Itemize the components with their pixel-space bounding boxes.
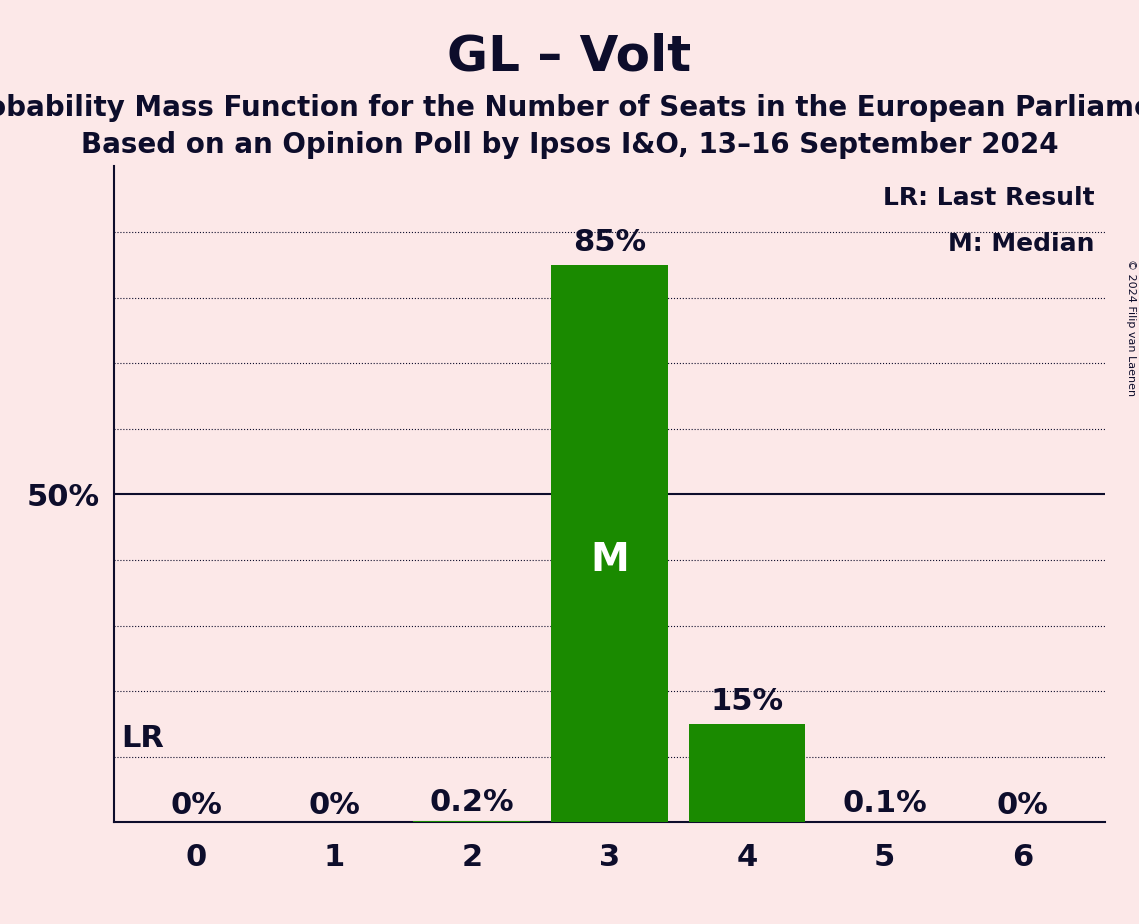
Text: LR: Last Result: LR: Last Result bbox=[884, 186, 1095, 210]
Text: 85%: 85% bbox=[573, 228, 646, 257]
Text: GL – Volt: GL – Volt bbox=[448, 32, 691, 80]
Text: 0%: 0% bbox=[997, 791, 1048, 820]
Text: M: Median: M: Median bbox=[949, 232, 1095, 256]
Text: 0.1%: 0.1% bbox=[842, 789, 927, 818]
Text: Probability Mass Function for the Number of Seats in the European Parliament: Probability Mass Function for the Number… bbox=[0, 94, 1139, 122]
Text: LR: LR bbox=[121, 724, 164, 753]
Bar bbox=[688, 724, 805, 822]
Text: 15%: 15% bbox=[711, 687, 784, 716]
Text: Based on an Opinion Poll by Ipsos I&O, 13–16 September 2024: Based on an Opinion Poll by Ipsos I&O, 1… bbox=[81, 131, 1058, 159]
Text: 0%: 0% bbox=[309, 791, 360, 820]
Text: 0.2%: 0.2% bbox=[429, 788, 514, 817]
Text: © 2024 Filip van Laenen: © 2024 Filip van Laenen bbox=[1126, 259, 1136, 395]
Text: 0%: 0% bbox=[171, 791, 222, 820]
Bar bbox=[413, 821, 531, 822]
Text: M: M bbox=[590, 541, 629, 579]
Bar bbox=[551, 265, 667, 822]
